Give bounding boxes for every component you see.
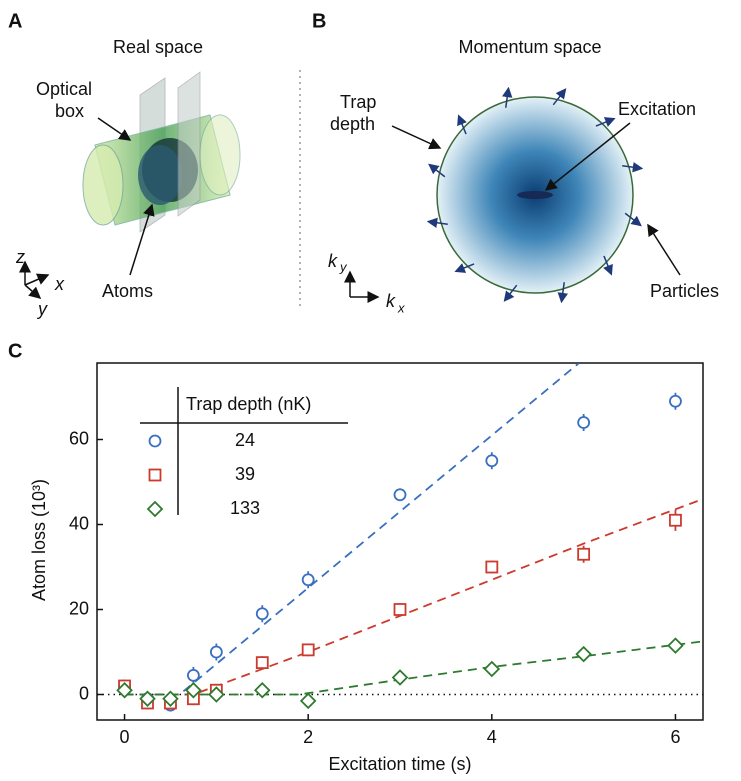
y-tick-label: 60 xyxy=(69,428,89,448)
point xyxy=(139,690,156,708)
particle-arrow xyxy=(502,86,513,108)
legend-label: 24 xyxy=(235,430,255,450)
arrow xyxy=(544,122,631,191)
point xyxy=(577,416,591,429)
point xyxy=(391,669,409,686)
axis-label: k xyxy=(328,251,338,271)
axes-icon xyxy=(344,270,380,303)
fit-line xyxy=(124,498,703,696)
x-axis-label: Excitation time (s) xyxy=(328,754,471,774)
y-tick-label: 0 xyxy=(79,683,89,703)
point xyxy=(577,547,591,561)
legend-label: 39 xyxy=(235,464,255,484)
axis-label: k xyxy=(386,291,396,311)
particle-arrow xyxy=(557,282,568,304)
point xyxy=(575,645,592,663)
point xyxy=(669,513,682,527)
particle-arrows xyxy=(426,86,644,304)
x-tick-label: 4 xyxy=(487,727,497,747)
particle-arrow xyxy=(503,284,518,302)
y-tick-label: 20 xyxy=(69,598,89,618)
particle-arrow xyxy=(426,217,448,228)
point xyxy=(162,690,179,708)
point xyxy=(485,560,499,574)
particle-arrow xyxy=(552,88,567,106)
legend-label: 133 xyxy=(230,498,260,518)
annotation: Particles xyxy=(650,281,719,301)
point xyxy=(301,573,315,587)
excitation-mark xyxy=(517,191,553,199)
axes-icon xyxy=(19,260,50,299)
panel-title: Real space xyxy=(113,37,203,57)
point xyxy=(301,643,315,657)
optical-box-illustration xyxy=(82,71,241,233)
particle-arrow xyxy=(624,212,642,227)
point xyxy=(187,668,200,682)
annotation: box xyxy=(55,101,84,121)
particle-arrow xyxy=(603,255,613,276)
legend-marker xyxy=(148,434,162,448)
particle-arrow xyxy=(457,114,467,135)
point xyxy=(254,681,271,699)
fit-line xyxy=(124,640,703,696)
arrow xyxy=(97,117,132,141)
point xyxy=(393,603,407,616)
point xyxy=(185,681,202,699)
point xyxy=(116,681,133,699)
particle-arrow xyxy=(428,163,446,178)
plot-frame xyxy=(96,362,704,721)
panel-label: B xyxy=(312,10,326,32)
point xyxy=(393,488,407,502)
axis-label: x xyxy=(397,300,405,315)
axis-label: x xyxy=(54,274,65,294)
particle-arrow xyxy=(454,263,475,273)
annotation: Trap xyxy=(340,92,376,112)
particle-arrow xyxy=(622,162,644,173)
legend-marker xyxy=(146,500,164,518)
arrow xyxy=(391,125,442,150)
panel-title: Momentum space xyxy=(458,37,601,57)
arrow xyxy=(129,203,155,276)
point xyxy=(669,394,682,408)
arrow xyxy=(647,223,681,276)
point xyxy=(299,692,317,710)
panel-label: A xyxy=(8,10,22,32)
point xyxy=(255,607,269,621)
point xyxy=(485,454,499,468)
x-tick-label: 0 xyxy=(120,727,130,747)
annotation: Atoms xyxy=(102,281,153,301)
x-tick-label: 2 xyxy=(303,727,313,747)
annotation: Excitation xyxy=(618,99,696,119)
annotation: depth xyxy=(330,114,375,134)
point xyxy=(255,656,269,670)
legend-title: Trap depth (nK) xyxy=(186,394,311,414)
axis-label: y xyxy=(36,299,48,319)
y-axis-label: Atom loss (10³) xyxy=(29,479,49,601)
point xyxy=(208,686,225,703)
particle-arrow xyxy=(595,117,616,127)
point xyxy=(209,645,223,659)
legend-marker xyxy=(148,468,162,482)
panel-label: C xyxy=(8,340,22,362)
axis-label: z xyxy=(15,247,25,267)
annotation: Optical xyxy=(36,79,92,99)
point xyxy=(667,637,684,654)
point xyxy=(483,660,501,678)
axis-label: y xyxy=(339,259,348,274)
y-tick-label: 40 xyxy=(69,513,89,533)
x-tick-label: 6 xyxy=(670,727,680,747)
